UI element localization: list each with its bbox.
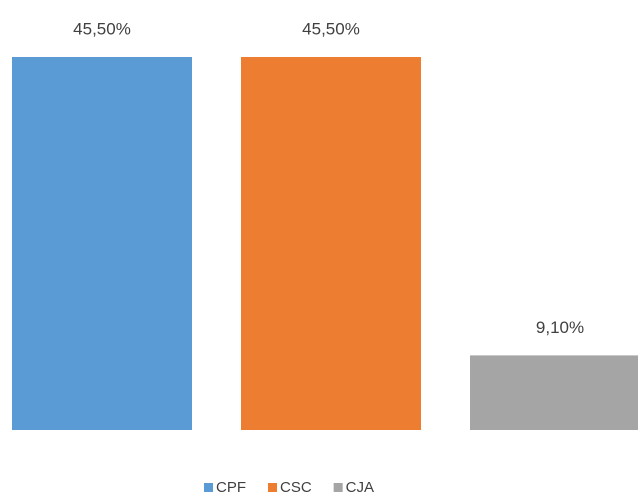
- value-label: 9,10%: [536, 318, 584, 337]
- bar: [12, 57, 192, 430]
- value-label: 45,50%: [73, 19, 131, 38]
- legend-swatch: [333, 483, 343, 492]
- bar: [241, 57, 421, 430]
- legend-swatch: [203, 483, 213, 492]
- bar: [470, 355, 638, 430]
- legend-label: CJA: [346, 479, 374, 495]
- value-label: 45,50%: [302, 19, 360, 38]
- legend-label: CPF: [216, 479, 246, 495]
- legend-label: CSC: [280, 479, 312, 495]
- legend-swatch: [267, 483, 277, 492]
